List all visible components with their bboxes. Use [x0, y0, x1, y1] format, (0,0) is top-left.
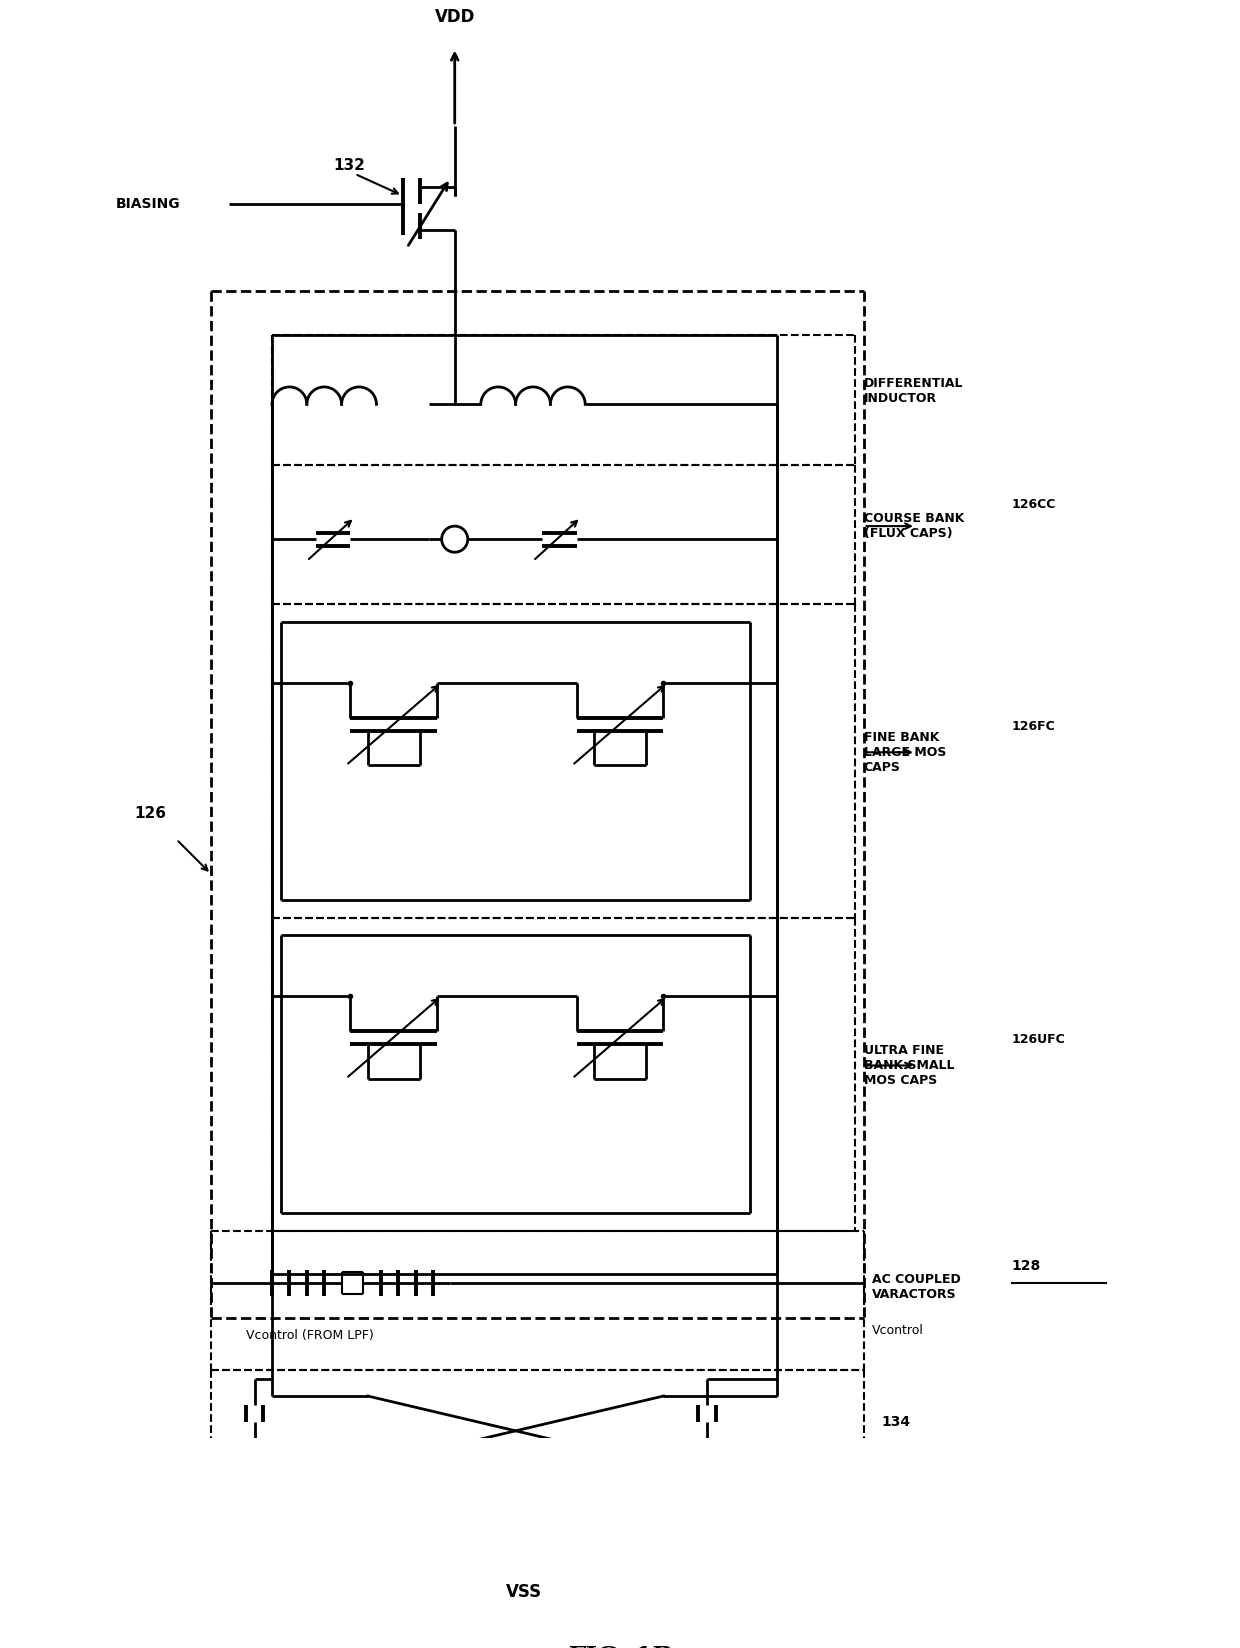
Text: ULTRA FINE
BANK SMALL
MOS CAPS: ULTRA FINE BANK SMALL MOS CAPS	[863, 1043, 954, 1088]
Text: Vcontrol: Vcontrol	[872, 1325, 924, 1337]
Text: DIFFERENTIAL
INDUCTOR: DIFFERENTIAL INDUCTOR	[863, 377, 963, 405]
Text: FINE BANK
LARGE MOS
CAPS: FINE BANK LARGE MOS CAPS	[863, 730, 946, 775]
Text: 126CC: 126CC	[1012, 498, 1055, 511]
Text: BIASING: BIASING	[115, 198, 180, 211]
Text: 126: 126	[134, 806, 166, 821]
Text: VSS: VSS	[506, 1584, 542, 1602]
Text: 128: 128	[1012, 1259, 1040, 1272]
Text: 132: 132	[332, 158, 365, 173]
Text: Vcontrol (FROM LPF): Vcontrol (FROM LPF)	[246, 1328, 373, 1341]
Text: COURSE BANK
(FLUX CAPS): COURSE BANK (FLUX CAPS)	[863, 513, 963, 541]
Text: VDD: VDD	[434, 8, 475, 26]
Text: 134: 134	[880, 1416, 910, 1429]
Text: 126FC: 126FC	[1012, 720, 1055, 733]
Text: 126UFC: 126UFC	[1012, 1033, 1065, 1046]
Text: FIG. 1B: FIG. 1B	[567, 1645, 673, 1648]
Text: AC COUPLED
VARACTORS: AC COUPLED VARACTORS	[872, 1274, 961, 1302]
